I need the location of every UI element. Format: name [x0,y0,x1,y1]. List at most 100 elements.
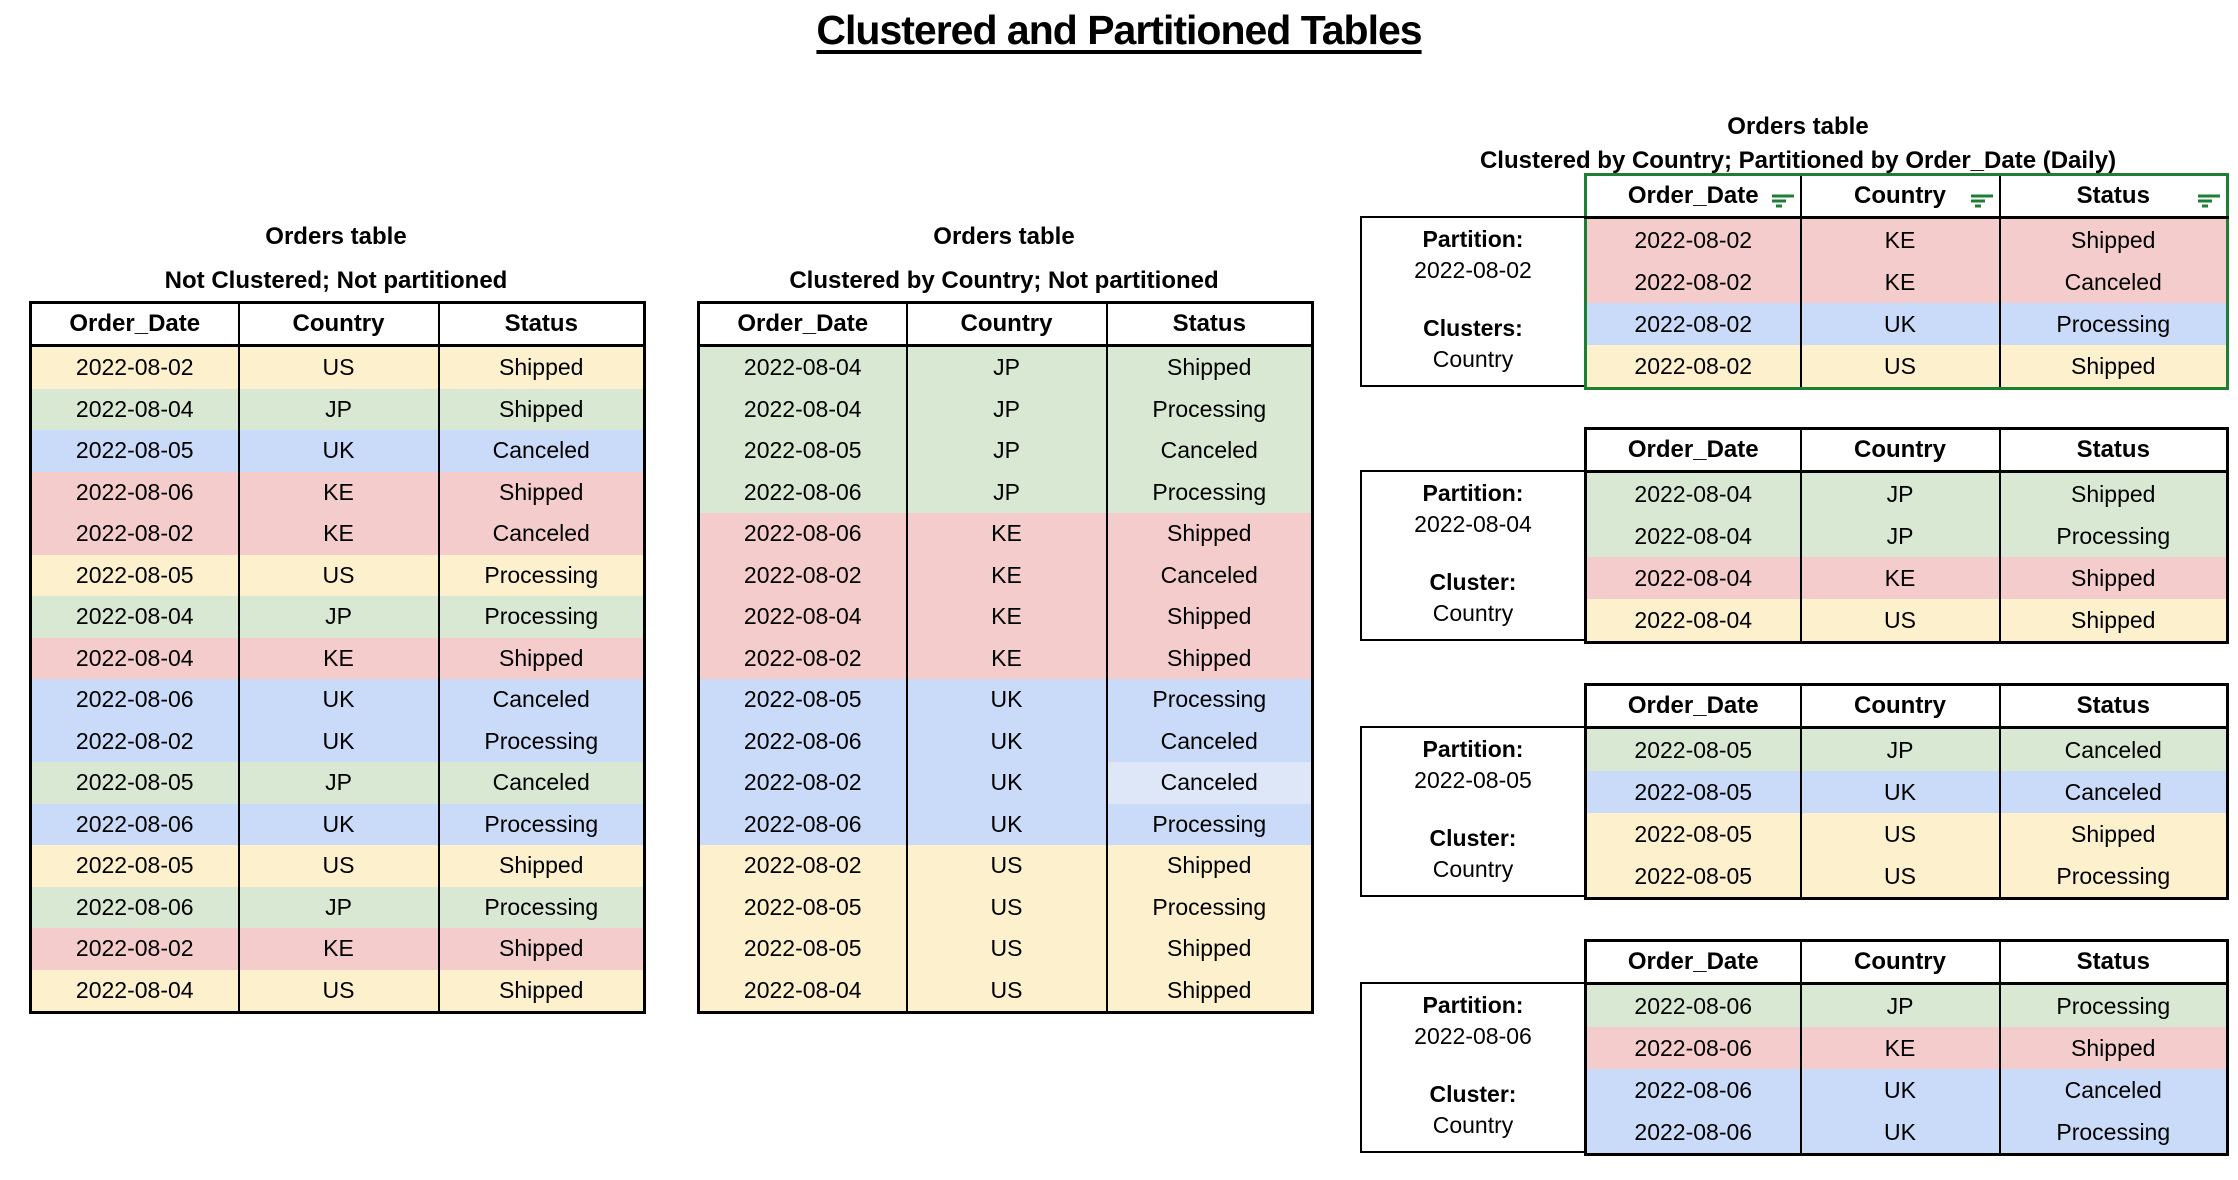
partition-value: 2022-08-05 [1414,767,1532,793]
cell-status: Shipped [437,928,645,970]
cell-country: KE [1799,217,2000,261]
column-header-status: Status [1998,684,2228,729]
cell-order-date: 2022-08-04 [698,388,907,430]
right-table-title: Orders table [1727,113,1869,140]
cell-status: Canceled [1105,554,1313,596]
cluster-value: Country [1432,600,1514,626]
cell-status: Shipped [1105,845,1313,887]
cell-status: Shipped [1105,928,1313,970]
table-row: 2022-08-02 US Shipped [1585,345,2228,389]
cell-country: UK [905,762,1107,804]
cell-country: JP [237,886,439,928]
cell-order-date: 2022-08-05 [1585,813,1801,855]
filter-icon [1771,188,1795,208]
table-row: 2022-08-02 UK Processing [1585,303,2228,345]
column-header-order-date: Order_Date [1585,174,1801,219]
cell-status: Canceled [437,430,645,472]
cell-country: US [237,554,439,596]
cell-order-date: 2022-08-04 [30,388,239,430]
column-header-order-date: Order_Date [1585,940,1801,985]
cell-order-date: 2022-08-05 [698,886,907,928]
table-row: 2022-08-02 US Shipped [698,845,1313,887]
partition-label: Partition: [1422,992,1524,1018]
cell-status: Shipped [437,845,645,887]
table-row: 2022-08-06 UK Canceled [698,720,1313,762]
column-header-order-date: Order_Date [1585,428,1801,473]
cell-country: UK [237,679,439,721]
cell-order-date: 2022-08-06 [698,803,907,845]
cell-status: Processing [1105,803,1313,845]
table-row: 2022-08-05 JP Canceled [1585,727,2228,771]
cell-order-date: 2022-08-04 [698,596,907,638]
cluster-label: Clusters: [1423,315,1523,341]
cell-status: Shipped [1998,813,2228,855]
cell-status: Shipped [1105,513,1313,555]
cell-order-date: 2022-08-04 [30,969,239,1013]
table-row: 2022-08-04 US Shipped [30,969,645,1013]
table-row: 2022-08-06 JP Processing [30,886,645,928]
cell-status: Shipped [1998,599,2228,643]
cell-status: Canceled [437,762,645,804]
column-header-order-date: Order_Date [698,302,907,347]
table-row: 2022-08-05 US Shipped [1585,813,2228,855]
cell-order-date: 2022-08-05 [30,430,239,472]
cell-country: JP [905,388,1107,430]
column-header-label: Order_Date [1627,182,1759,209]
column-header-order-date: Order_Date [30,302,239,347]
column-header-label: Status [2076,182,2150,209]
cell-country: UK [905,803,1107,845]
cell-status: Processing [1105,471,1313,513]
table-row: 2022-08-04 KE Shipped [698,596,1313,638]
cell-country: UK [1799,1069,2000,1111]
column-header-status: Status [437,302,645,347]
cell-order-date: 2022-08-04 [698,969,907,1013]
table-row: 2022-08-06 UK Processing [698,803,1313,845]
table-row: 2022-08-06 UK Canceled [30,679,645,721]
cell-order-date: 2022-08-06 [1585,1111,1801,1155]
column-header-status: Status [1998,428,2228,473]
cell-country: US [1799,345,2000,389]
cluster-value: Country [1432,856,1514,882]
cell-country: KE [1799,261,2000,303]
table-row: 2022-08-04 JP Shipped [30,388,645,430]
page-title: Clustered and Partitioned Tables [816,7,1422,53]
column-header-status: Status [1998,174,2228,219]
cell-status: Canceled [1105,430,1313,472]
cell-status: Canceled [1998,727,2228,771]
cell-country: KE [237,471,439,513]
cell-country: KE [237,513,439,555]
table-row: 2022-08-05 US Processing [30,554,645,596]
cell-country: KE [1799,1027,2000,1069]
cell-country: US [237,845,439,887]
table-row: 2022-08-05 UK Processing [698,679,1313,721]
cell-country: US [1799,813,2000,855]
partition-value: 2022-08-04 [1414,511,1532,537]
cell-order-date: 2022-08-05 [30,845,239,887]
cell-order-date: 2022-08-04 [698,345,907,389]
cell-status: Canceled [1998,771,2228,813]
column-header-label: Country [1854,182,1946,209]
cell-status: Processing [1998,855,2228,899]
partition-table: Order_Date Country Status 2022-08-04 JP Sh… [1584,427,2229,644]
cell-order-date: 2022-08-04 [1585,599,1801,643]
partition-label-box: Partition: 2022-08-02 Clusters: Country [1360,216,1584,387]
cell-status: Processing [437,554,645,596]
cell-order-date: 2022-08-06 [1585,1027,1801,1069]
partition-table: Order_Date Country Status 2022-08-02 KE Sh… [1584,173,2229,390]
cell-country: KE [905,513,1107,555]
partition-table: Order_Date Country Status 2022-08-05 JP Ca… [1584,683,2229,900]
partition-label: Partition: [1422,736,1524,762]
cluster-label: Cluster: [1429,569,1517,595]
cell-country: JP [1799,515,2000,557]
cell-status: Processing [1105,679,1313,721]
cell-country: US [905,969,1107,1013]
cell-country: US [237,969,439,1013]
cell-order-date: 2022-08-05 [30,554,239,596]
filter-icon [2197,188,2221,208]
table-row: 2022-08-04 US Shipped [698,969,1313,1013]
cell-status: Canceled [1998,261,2228,303]
cell-order-date: 2022-08-02 [30,720,239,762]
cell-status: Shipped [1105,637,1313,679]
cell-order-date: 2022-08-04 [30,637,239,679]
cell-order-date: 2022-08-06 [30,886,239,928]
